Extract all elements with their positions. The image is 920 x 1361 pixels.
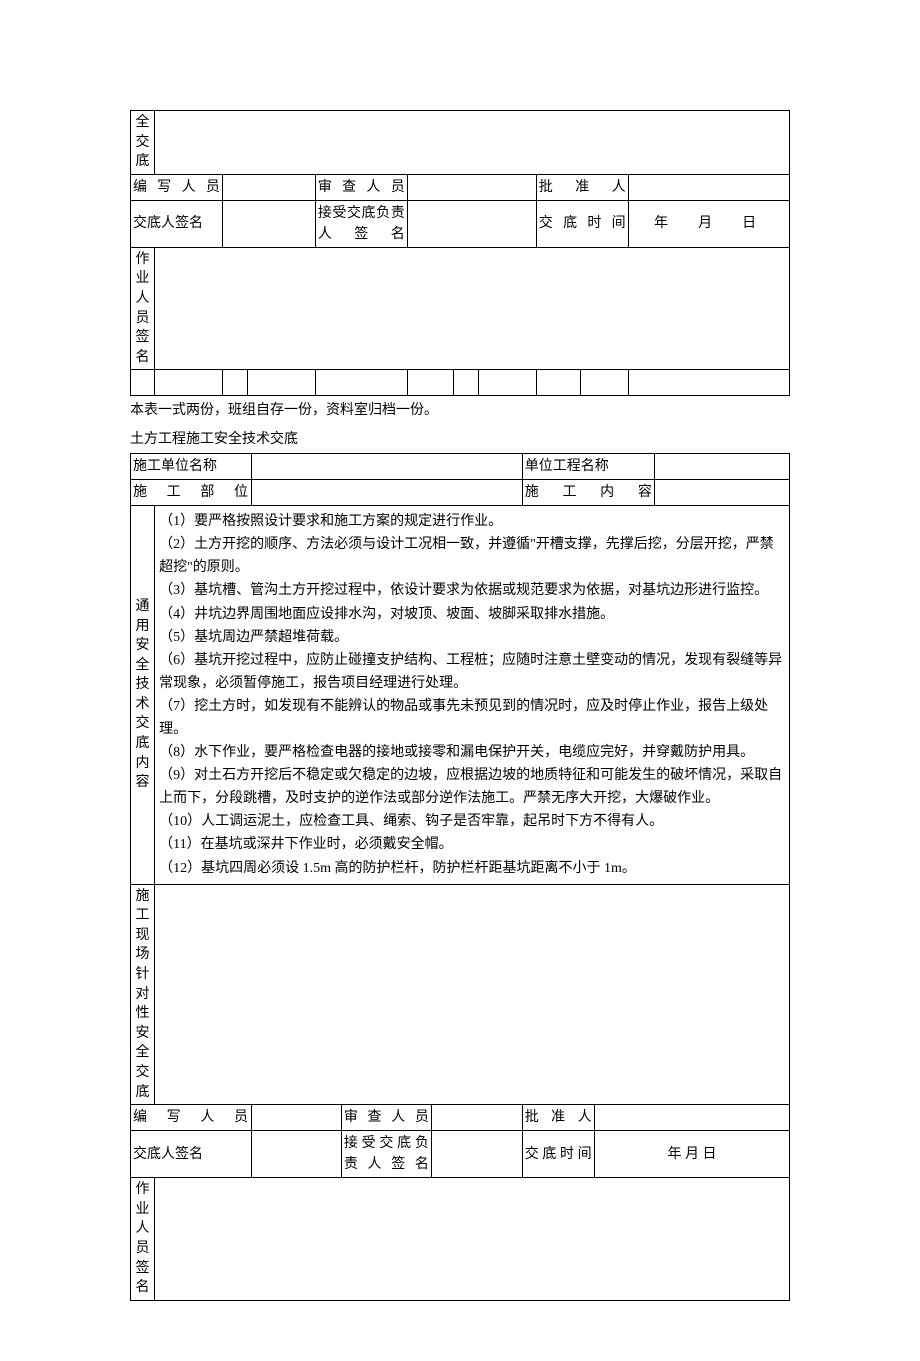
content-line: （2）土方开挖的顺序、方法必须与设计工况相一致，并遵循"开槽支撑，先撑后挖，分层… <box>159 533 785 579</box>
content-line: （6）基坑开挖过程中，应防止碰撞支护结构、工程桩；应随时注意土壁变动的情况，发现… <box>159 649 785 695</box>
empty-cell <box>131 370 155 396</box>
empty-cell <box>223 174 315 200</box>
empty-cell <box>432 1131 522 1178</box>
empty-cell <box>251 1131 341 1178</box>
content-line: （11）在基坑或深井下作业时，必须戴安全帽。 <box>159 833 785 856</box>
empty-cell <box>223 200 315 247</box>
table-main: 施工单位名称 单位工程名称 施工部位 施工内容 通用安全技术交底内容 （1）要严… <box>130 453 790 1301</box>
label-receiver: 接受交底负责人签名 <box>315 200 407 247</box>
label-time: 交底时间 <box>536 200 628 247</box>
empty-cell <box>408 174 537 200</box>
table-top: 全交底 编写人员 审查人员 批准人 交底人签名 接受交底负责人签名 交底时间 年… <box>130 110 790 396</box>
empty-cell <box>155 111 790 175</box>
label-reviewer: 审查人员 <box>315 174 407 200</box>
empty-cell <box>629 370 790 396</box>
table-row: 施工单位名称 单位工程名称 <box>131 454 790 480</box>
date-field: 年 月 日 <box>595 1131 790 1178</box>
label-time: 交底时间 <box>522 1131 594 1178</box>
side-label-specific: 施工现场针对性安全交底 <box>131 884 155 1105</box>
label-reviewer: 审查人员 <box>341 1105 431 1131</box>
label-unit-name: 施工单位名称 <box>131 454 252 480</box>
content-line: （1）要严格按照设计要求和施工方案的规定进行作业。 <box>159 510 785 533</box>
empty-cell <box>408 370 454 396</box>
table-row: 全交底 <box>131 111 790 175</box>
side-label: 全交底 <box>131 111 155 175</box>
table-row: 施工现场针对性安全交底 <box>131 884 790 1105</box>
content-line: （9）对土石方开挖后不稳定或欠稳定的边坡，应根据边坡的地质特征和可能发生的破坏情… <box>159 764 785 810</box>
section-title: 土方工程施工安全技术交底 <box>130 425 790 453</box>
empty-cell <box>155 370 223 396</box>
table-row: 通用安全技术交底内容 （1）要严格按照设计要求和施工方案的规定进行作业。（2）土… <box>131 506 790 885</box>
content-line: （4）井坑边界周围地面应设排水沟，对坡顶、坡面、坡脚采取排水措施。 <box>159 603 785 626</box>
content-line: （12）基坑四周必须设 1.5m 高的防护栏杆，防护栏杆距基坑距离不小于 1m。 <box>159 857 785 880</box>
table-row: 编写人员 审查人员 批准人 <box>131 1105 790 1131</box>
content-line: （5）基坑周边严禁超堆荷载。 <box>159 626 785 649</box>
empty-cell <box>155 247 790 370</box>
empty-cell <box>315 370 407 396</box>
label-signer: 交底人签名 <box>131 200 223 247</box>
empty-cell <box>155 884 790 1105</box>
table-row: 交底人签名 接受交底负责人签名 交底时间 年 月 日 <box>131 1131 790 1178</box>
empty-cell <box>478 370 536 396</box>
table-row: 编写人员 审查人员 批准人 <box>131 174 790 200</box>
label-project-name: 单位工程名称 <box>522 454 655 480</box>
empty-cell <box>655 454 790 480</box>
date-field: 年 月 日 <box>629 200 790 247</box>
empty-cell <box>595 1105 790 1131</box>
empty-cell <box>247 370 315 396</box>
footer-note: 本表一式两份，班组自存一份，资料室归档一份。 <box>130 396 790 424</box>
empty-cell <box>223 370 247 396</box>
empty-cell <box>408 200 537 247</box>
label-workers: 作业人员签名 <box>131 1178 155 1301</box>
empty-cell <box>251 454 522 480</box>
table-row <box>131 370 790 396</box>
label-signer: 交底人签名 <box>131 1131 252 1178</box>
label-part: 施工部位 <box>131 480 252 506</box>
empty-cell <box>432 1105 522 1131</box>
label-approver: 批准人 <box>536 174 628 200</box>
table-row: 作业人员签名 <box>131 1178 790 1301</box>
table-row: 交底人签名 接受交底负责人签名 交底时间 年 月 日 <box>131 200 790 247</box>
label-workers: 作业人员签名 <box>131 247 155 370</box>
empty-cell <box>251 480 522 506</box>
empty-cell <box>536 370 580 396</box>
content-line: （7）挖土方时，如发现有不能辨认的物品或事先未预见到的情况时，应及时停止作业，报… <box>159 695 785 741</box>
content-line: （8）水下作业，要严格检查电器的接地或接零和漏电保护开关，电缆应完好，并穿戴防护… <box>159 741 785 764</box>
empty-cell <box>155 1178 790 1301</box>
label-author: 编写人员 <box>131 1105 252 1131</box>
table-row: 施工部位 施工内容 <box>131 480 790 506</box>
table-row: 作业人员签名 <box>131 247 790 370</box>
content-line: （10）人工调运泥土，应检查工具、绳索、钩子是否牢靠，起吊时下方不得有人。 <box>159 810 785 833</box>
empty-cell <box>454 370 478 396</box>
label-author: 编写人员 <box>131 174 223 200</box>
content-line: （3）基坑槽、管沟土方开挖过程中，依设计要求为依据或规范要求为依据，对基坑边形进… <box>159 579 785 602</box>
label-receiver: 接受交底负责人签名 <box>341 1131 431 1178</box>
empty-cell <box>629 174 790 200</box>
empty-cell <box>251 1105 341 1131</box>
content-body: （1）要严格按照设计要求和施工方案的规定进行作业。（2）土方开挖的顺序、方法必须… <box>155 506 790 885</box>
label-content: 施工内容 <box>522 480 655 506</box>
label-approver: 批准人 <box>522 1105 594 1131</box>
empty-cell <box>580 370 628 396</box>
empty-cell <box>655 480 790 506</box>
side-label-general: 通用安全技术交底内容 <box>131 506 155 885</box>
